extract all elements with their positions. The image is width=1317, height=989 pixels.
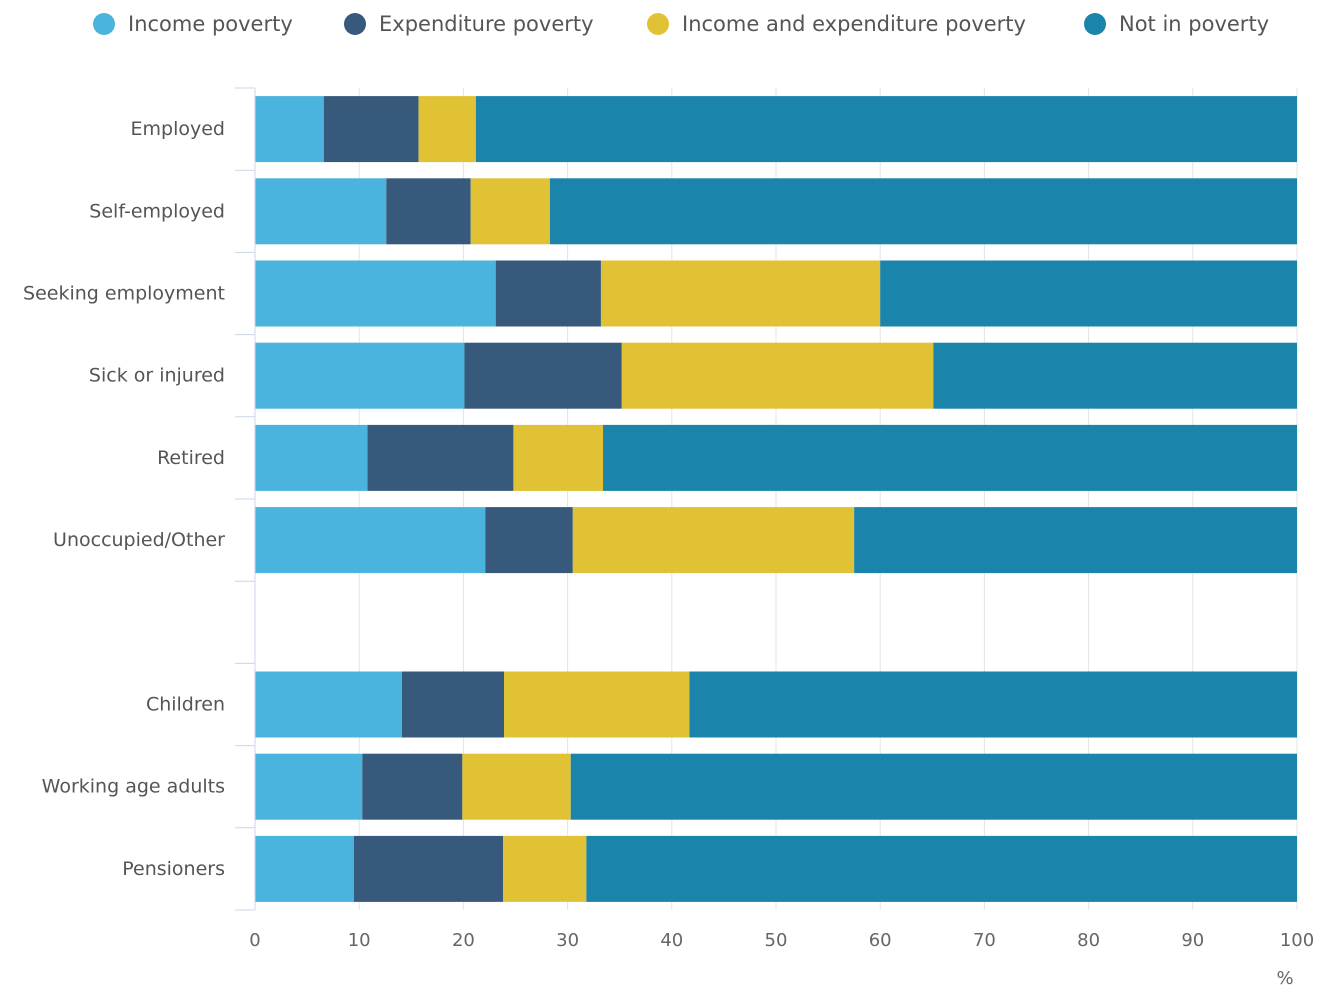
bar-seeking-employment-income-and-expenditure-poverty[interactable]: [600, 260, 881, 327]
bar-sick-or-injured-income-and-expenditure-poverty[interactable]: [621, 342, 934, 409]
legend-label-income-and-expenditure-poverty: Income and expenditure poverty: [682, 12, 1026, 36]
legend-item-expenditure-poverty[interactable]: Expenditure poverty: [344, 10, 594, 38]
legend-swatch-income-poverty: [93, 13, 115, 35]
bar-self-employed-not-in-poverty[interactable]: [549, 178, 1297, 245]
bar-children-income-poverty[interactable]: [255, 671, 402, 738]
bar-working-age-adults-income-poverty[interactable]: [255, 753, 363, 820]
bar-self-employed-income-and-expenditure-poverty[interactable]: [470, 178, 550, 245]
bar-pensioners-expenditure-poverty[interactable]: [353, 835, 503, 902]
bar-unoccupied-other-expenditure-poverty[interactable]: [485, 507, 573, 574]
y-tick-label-working-age-adults: Working age adults: [42, 776, 225, 798]
bar-retired-not-in-poverty[interactable]: [603, 424, 1297, 491]
x-axis-label: %: [1276, 968, 1293, 989]
bar-unoccupied-other-income-poverty[interactable]: [255, 507, 486, 574]
bar-pensioners-income-poverty[interactable]: [255, 835, 354, 902]
bar-unoccupied-other-income-and-expenditure-poverty[interactable]: [572, 507, 855, 574]
bar-unoccupied-other-not-in-poverty[interactable]: [854, 507, 1297, 574]
legend-item-income-and-expenditure-poverty[interactable]: Income and expenditure poverty: [647, 10, 1026, 38]
bars: [255, 96, 1297, 902]
x-tick-label-20: 20: [452, 930, 475, 951]
legend-item-income-poverty[interactable]: Income poverty: [93, 10, 293, 38]
bar-employed-not-in-poverty[interactable]: [475, 96, 1297, 163]
legend-label-not-in-poverty: Not in poverty: [1119, 12, 1270, 36]
y-tick-label-self-employed: Self-employed: [89, 200, 225, 222]
y-tick-label-pensioners: Pensioners: [122, 858, 225, 880]
bar-seeking-employment-not-in-poverty[interactable]: [880, 260, 1297, 327]
y-tick-label-employed: Employed: [131, 118, 225, 140]
bar-self-employed-expenditure-poverty[interactable]: [386, 178, 471, 245]
bar-sick-or-injured-not-in-poverty[interactable]: [933, 342, 1297, 409]
bar-employed-expenditure-poverty[interactable]: [323, 96, 419, 163]
legend-swatch-expenditure-poverty: [344, 13, 366, 35]
y-tick-label-seeking-employment: Seeking employment: [23, 283, 225, 305]
bar-seeking-employment-expenditure-poverty[interactable]: [495, 260, 601, 327]
x-tick-label-0: 0: [249, 930, 260, 951]
y-tick-label-retired: Retired: [157, 447, 225, 469]
x-tick-label-30: 30: [556, 930, 579, 951]
y-tick-label-unoccupied-other: Unoccupied/Other: [53, 529, 225, 551]
legend-swatch-income-and-expenditure-poverty: [647, 13, 669, 35]
bar-self-employed-income-poverty[interactable]: [255, 178, 387, 245]
bar-children-income-and-expenditure-poverty[interactable]: [504, 671, 690, 738]
y-tick-label-sick-or-injured: Sick or injured: [89, 365, 225, 387]
bar-seeking-employment-income-poverty[interactable]: [255, 260, 496, 327]
bar-employed-income-poverty[interactable]: [255, 96, 324, 163]
x-tick-label-60: 60: [869, 930, 892, 951]
axes: Employed Self-employed Seeking employment S…: [23, 87, 1314, 989]
bar-working-age-adults-income-and-expenditure-poverty[interactable]: [462, 753, 571, 820]
bar-children-expenditure-poverty[interactable]: [401, 671, 505, 738]
chart-legend: Income poverty Expenditure poverty Income …: [0, 0, 1317, 50]
x-tick-label-40: 40: [660, 930, 683, 951]
x-tick-label-90: 90: [1181, 930, 1204, 951]
x-tick-label-80: 80: [1077, 930, 1100, 951]
bar-sick-or-injured-income-poverty[interactable]: [255, 342, 465, 409]
x-tick-label-70: 70: [973, 930, 996, 951]
legend-label-expenditure-poverty: Expenditure poverty: [379, 12, 594, 36]
x-tick-label-100: 100: [1280, 930, 1314, 951]
bar-employed-income-and-expenditure-poverty[interactable]: [418, 96, 476, 163]
bar-pensioners-not-in-poverty[interactable]: [586, 835, 1297, 902]
y-tick-label-children: Children: [146, 694, 225, 716]
bar-pensioners-income-and-expenditure-poverty[interactable]: [502, 835, 587, 902]
x-tick-label-50: 50: [765, 930, 788, 951]
legend-item-not-in-poverty[interactable]: Not in poverty: [1084, 10, 1269, 38]
bar-working-age-adults-expenditure-poverty[interactable]: [362, 753, 463, 820]
bar-children-not-in-poverty[interactable]: [689, 671, 1297, 738]
bar-retired-expenditure-poverty[interactable]: [367, 424, 514, 491]
bar-retired-income-poverty[interactable]: [255, 424, 368, 491]
legend-label-income-poverty: Income poverty: [128, 12, 293, 36]
bar-sick-or-injured-expenditure-poverty[interactable]: [464, 342, 622, 409]
x-tick-label-10: 10: [348, 930, 371, 951]
bar-working-age-adults-not-in-poverty[interactable]: [570, 753, 1297, 820]
bar-retired-income-and-expenditure-poverty[interactable]: [513, 424, 604, 491]
legend-swatch-not-in-poverty: [1084, 13, 1106, 35]
